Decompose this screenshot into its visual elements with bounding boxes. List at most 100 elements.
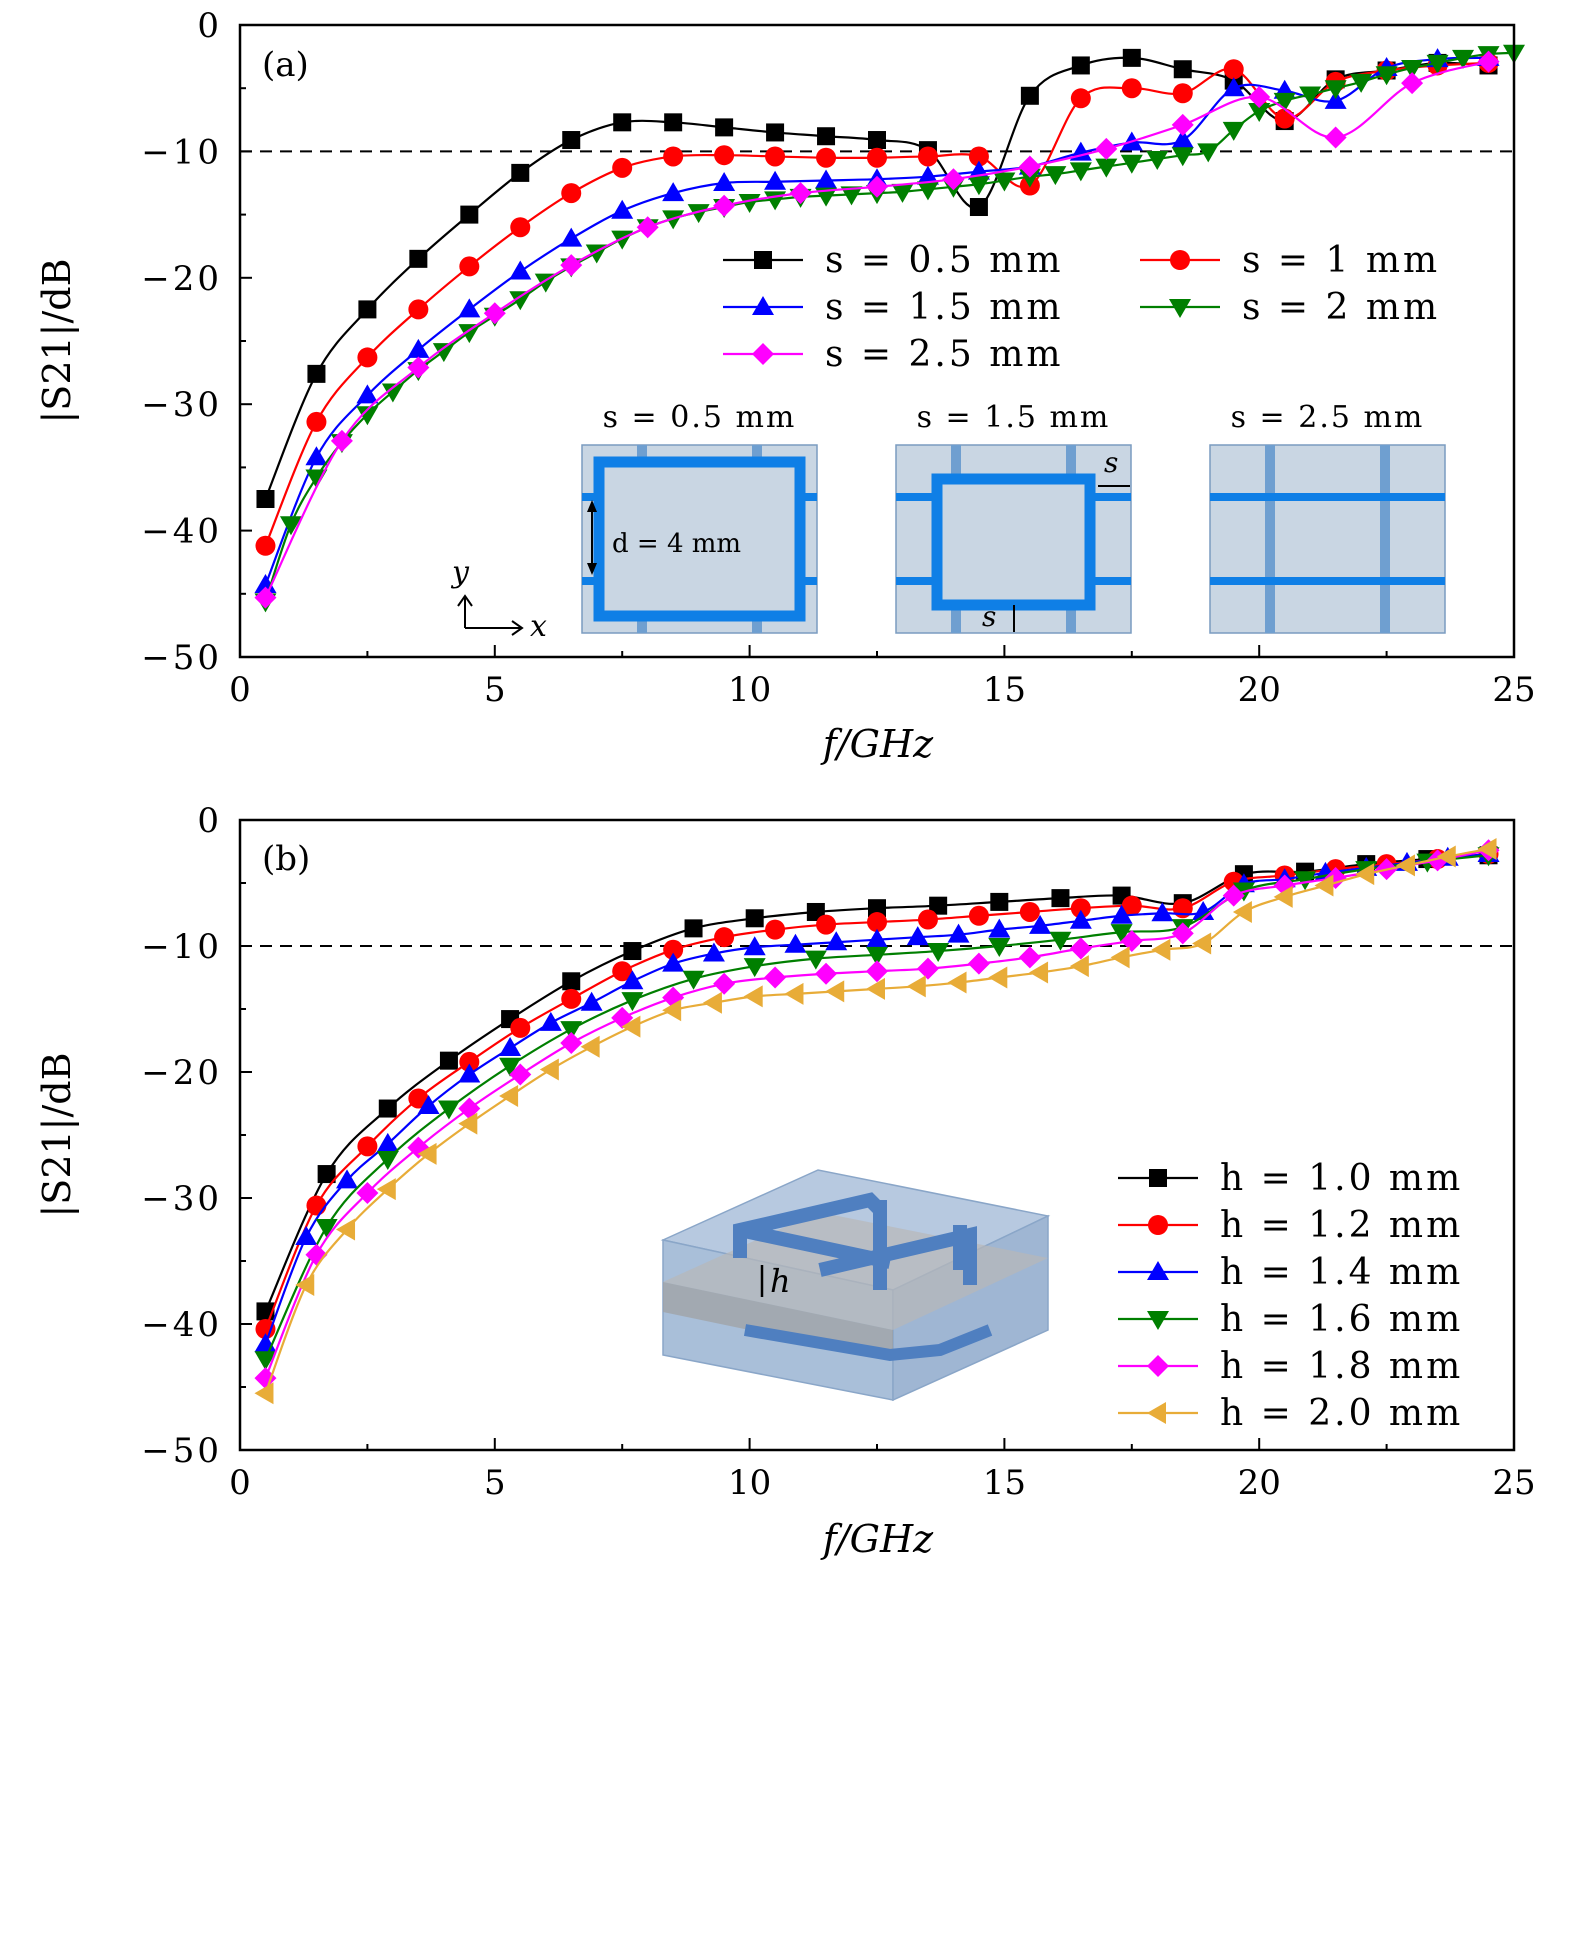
data-point [458,298,481,318]
legend-item: h = 1.6 mm [1118,1299,1460,1340]
data-point [1171,129,1194,149]
data-point [560,1032,583,1055]
data-point [1350,73,1373,93]
data-point [511,163,530,182]
data-point [358,300,377,319]
y-tick-label: −20 [141,259,222,299]
data-point [621,970,644,990]
data-point [255,535,276,556]
x-tick-label: 20 [1238,1463,1281,1503]
legend-label: h = 2.0 mm [1220,1393,1463,1434]
legend-b: h = 1.0 mm h = 1.2 mm h = 1.4 mm h = 1.6 mm… [1118,1158,1463,1434]
data-point [279,516,302,536]
data-point [1051,889,1070,908]
data-point [743,985,763,1008]
data-point [460,205,479,224]
data-point [1071,56,1090,75]
data-point [612,961,633,982]
data-point [580,1035,600,1058]
data-point [745,909,764,928]
data-point [1273,92,1296,112]
legend-item: s = 0.5 mm [723,240,1061,281]
legend-label: h = 1.0 mm [1220,1158,1463,1199]
bottom-resonator [743,1324,993,1362]
inset-cell-label: s = 0.5 mm [603,400,797,435]
data-point [409,249,428,268]
legend-item: h = 2.0 mm [1118,1393,1463,1434]
data-point [305,446,328,466]
inset-cell-label: s = 1.5 mm [917,400,1111,435]
legend-label: h = 1.8 mm [1220,1346,1463,1387]
data-point [1172,83,1193,104]
data-point [1029,961,1049,984]
legend-label: h = 1.2 mm [1220,1205,1463,1246]
data-point [866,946,888,966]
inset-unit-cells: s = 0.5 mm s = 1.5 mm s = 2.5 mm d = 4 mm s s… [450,400,1446,644]
data-point [1173,60,1192,79]
legend-marker [1147,1402,1166,1424]
data-point [510,1017,531,1038]
data-point [867,912,887,933]
data-point [560,254,583,277]
data-point [1232,900,1252,923]
data-point [1044,166,1067,186]
data-point [561,183,582,204]
data-point [804,950,827,970]
legend-item: s = 1.5 mm [723,287,1061,328]
data-point [1197,143,1220,163]
data-point [562,131,581,150]
data-point [432,343,455,363]
legend-marker [1169,299,1191,318]
data-point [621,992,644,1012]
data-point [1314,874,1334,897]
data-point [623,942,642,961]
legend-item: h = 1.2 mm [1118,1205,1463,1246]
arrowhead [587,563,597,575]
legend-item: h = 1.8 mm [1118,1346,1463,1387]
x-tick-label: 25 [1492,1463,1535,1503]
data-point [1401,72,1424,95]
data-point [714,927,735,948]
axis-x-label: x [530,609,547,644]
legend-a: s = 0.5 mm s = 1 mm s = 1.5 mm s = 2 mm s = … [723,240,1437,375]
data-point [1069,909,1092,929]
data-point [561,988,582,1009]
data-point [1020,86,1039,105]
data-point [867,147,887,168]
x-tick-label: 10 [728,670,771,710]
data-point [916,165,939,185]
data-point [560,1021,583,1041]
series-6 [254,837,1497,1405]
data-point [1070,898,1091,919]
data-point [967,952,990,975]
data-point [927,943,950,963]
x-axis-title-b: f/GHz [820,1517,934,1561]
data-point [942,168,965,191]
data-point [1436,845,1456,868]
data-point [562,972,581,991]
legend-marker [1148,1215,1168,1235]
horizontal-strip [1210,577,1445,585]
data-point [534,273,557,293]
data-point [682,970,705,990]
data-point [993,172,1016,192]
data-point [1401,59,1424,79]
data-point [816,147,837,168]
data-point [560,227,583,247]
data-point [256,490,275,508]
data-point [866,928,888,948]
data-point [714,145,735,166]
data-point [764,966,787,989]
axis-y-label: y [450,555,470,590]
data-point [969,198,988,217]
data-point [458,1112,478,1135]
data-point [254,1351,277,1371]
data-point [662,952,685,972]
data-point [789,182,812,205]
data-point [916,957,939,980]
data-point [459,1051,480,1072]
data-point [439,1051,458,1070]
series-5 [254,50,1500,609]
coordinate-axes-icon [457,594,524,636]
y-tick-label: −30 [141,1179,222,1219]
